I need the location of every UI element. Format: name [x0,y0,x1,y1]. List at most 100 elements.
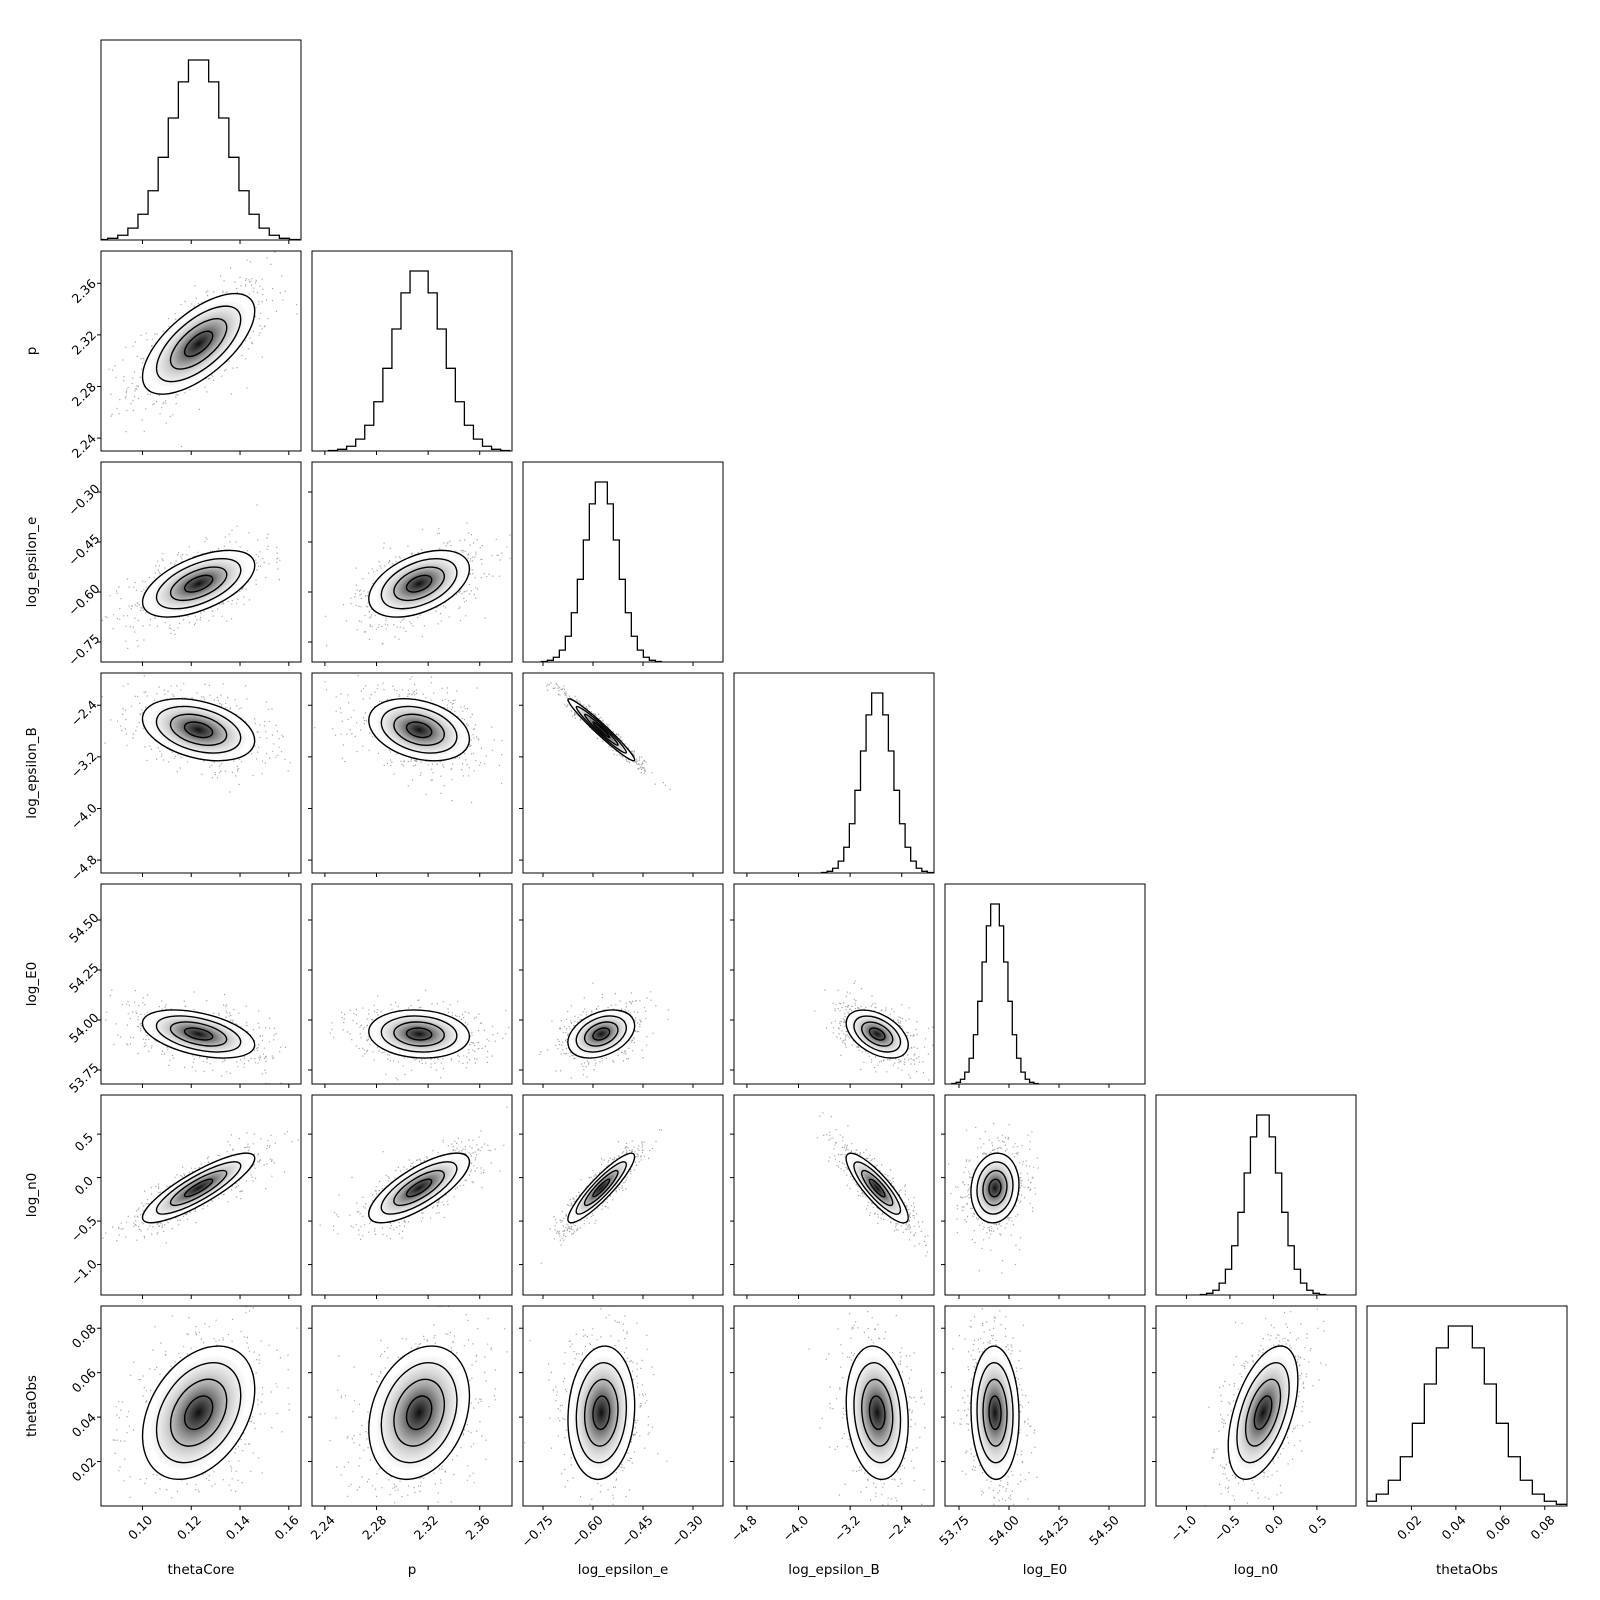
panel-content [539,982,669,1079]
panel-content [951,903,1039,1084]
x-tick-label: 0.04 [1438,1512,1468,1542]
contour-level-4 [845,1152,909,1224]
panel-p-vs-p [311,250,513,455]
panel-content [112,1306,298,1499]
x-tick-label: 54.00 [986,1512,1022,1548]
contour-level-2 [583,1378,619,1447]
histogram-thetaCore [101,59,301,240]
y-axis-label-thetaObs: thetaObs [24,1375,40,1437]
panel-log_epsilon_e-vs-log_epsilon_e [522,461,724,666]
y-tick-label: −1.0 [68,1256,100,1288]
contour-level-1 [405,721,433,739]
contour-level-4 [970,1345,1020,1481]
x-tick-label: −0.5 [1211,1512,1243,1544]
contour-level-3 [155,558,242,610]
contour-level-3 [976,1361,1014,1464]
contour-level-3 [575,1015,627,1053]
contour-level-2 [1244,1378,1282,1447]
contour-level-1 [592,1395,611,1431]
panel-frame [100,1305,302,1507]
y-tick-label: 54.00 [66,1010,102,1046]
contour-level-2 [393,1378,445,1447]
histogram-log_epsilon_e [540,481,662,662]
x-tick-label: 54.50 [1086,1512,1122,1548]
y-tick-label: 54.25 [66,960,102,996]
panel-log_E0-vs-thetaCore [97,883,302,1088]
panel-log_epsilon_B-vs-thetaCore [97,672,302,877]
y-tick-label: −4.8 [68,852,100,884]
panel-content [950,1308,1038,1506]
contour-level-4 [567,1345,636,1481]
panel-frame [522,1094,724,1296]
density-shading [974,1356,1016,1470]
contour-level-1 [868,1178,886,1198]
contour-level-2 [169,1378,228,1447]
x-tick-label: 0.12 [174,1512,204,1542]
density-shading [376,1013,462,1055]
x-tick-label: 0.16 [271,1512,301,1542]
y-tick-label: −3.2 [68,749,100,781]
panel-frame [100,250,302,452]
y-tick-label: −0.5 [68,1213,100,1245]
density-shading [974,1158,1016,1218]
contour-level-2 [169,1021,228,1047]
contour-level-1 [183,1178,214,1198]
contour-level-4 [141,698,256,762]
panel-log_n0-vs-log_E0 [941,1094,1146,1299]
panel-content [327,270,511,451]
x-tick-label: 0.08 [1527,1512,1557,1542]
contour-level-3 [853,1362,902,1464]
panel-content [540,1129,663,1264]
y-tick-label: −0.60 [65,581,103,619]
contour-level-4 [368,1009,471,1059]
y-tick-label: 0.0 [71,1173,96,1198]
contour-level-4 [970,1152,1020,1224]
contour-level-4 [845,1009,909,1059]
x-tick-label: 0.10 [125,1512,155,1542]
panel-log_E0-vs-log_epsilon_e [519,883,724,1088]
y-tick-label: 54.50 [66,910,102,946]
panel-frame [1155,1094,1357,1296]
contour-level-2 [861,1378,894,1447]
panel-content [948,1122,1039,1274]
panel-frame [1366,1305,1568,1507]
x-tick-label: −4.0 [779,1512,811,1544]
contour-level-1 [988,1395,1002,1431]
panel-log_E0-vs-log_epsilon_B [730,883,935,1088]
contour-level-1 [988,1178,1002,1198]
panel-log_epsilon_e-vs-thetaCore [97,461,302,666]
panel-frame [522,672,724,874]
density-shading [376,1158,462,1218]
contour-level-4 [567,698,636,762]
x-tick-label: −1.0 [1167,1512,1199,1544]
contour-level-1 [183,1027,214,1041]
density-shading [572,1356,630,1470]
panels-layer [97,39,1568,1510]
density-shading [376,703,462,757]
contour-level-2 [393,566,445,602]
contour-level-1 [868,1395,886,1431]
panel-log_epsilon_B-vs-p [308,672,513,877]
x-tick-label: 53.75 [936,1512,972,1548]
contour-level-3 [1236,1361,1290,1464]
x-tick-label: −0.45 [618,1512,656,1550]
panel-thetaCore-vs-thetaCore [100,39,302,244]
y-tick-label: −0.75 [65,631,103,669]
contour-level-4 [141,549,256,618]
contour-level-2 [583,1021,619,1047]
contour-level-2 [583,713,619,746]
contour-level-3 [575,705,628,754]
panel-thetaObs-vs-p [308,1305,513,1510]
panel-frame [733,672,935,874]
contour-level-4 [567,1009,636,1059]
contour-level-1 [592,1178,611,1198]
panel-content [108,251,301,448]
panel-log_E0-vs-log_E0 [944,883,1146,1088]
panel-thetaObs-vs-log_E0 [941,1305,1146,1510]
contour-level-4 [368,1152,471,1224]
contour-level-4 [368,698,471,762]
panel-frame [944,1305,1146,1507]
panel-content [524,1306,668,1506]
panel-log_n0-vs-p [308,1094,513,1299]
panel-content [329,989,510,1081]
